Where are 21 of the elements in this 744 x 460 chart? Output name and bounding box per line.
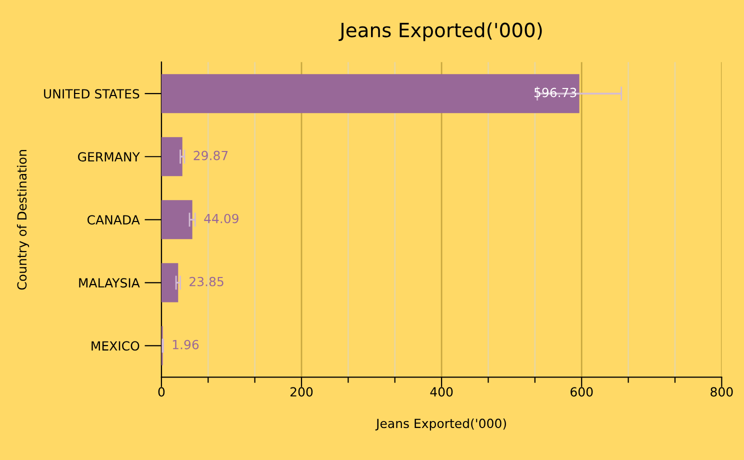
chart-title: Jeans Exported('000) xyxy=(338,22,542,42)
data-label: 44.09 xyxy=(204,214,238,224)
y-tick-label: UNITED STATES xyxy=(44,89,140,99)
bar xyxy=(161,263,178,302)
y-tick-label: GERMANY xyxy=(78,152,140,162)
x-tick-label: 800 xyxy=(710,387,733,397)
bar xyxy=(161,137,182,176)
y-axis-title: Country of Destination xyxy=(16,150,30,290)
data-label: 1.96 xyxy=(172,340,199,350)
data-label: 23.85 xyxy=(190,276,224,286)
x-axis-title: Jeans Exported('000) xyxy=(375,418,506,431)
data-label: 29.87 xyxy=(194,150,228,160)
x-tick-label: 400 xyxy=(430,387,453,397)
y-tick-label: MALAYSIA xyxy=(79,278,140,288)
y-tick-label: MEXICO xyxy=(92,341,140,351)
bar xyxy=(161,74,580,114)
bar xyxy=(161,200,192,240)
y-tick-label: CANADA xyxy=(87,215,140,225)
x-tick-label: 0 xyxy=(158,387,165,397)
x-tick-label: 600 xyxy=(570,387,593,397)
x-tick-label: 200 xyxy=(290,387,313,397)
